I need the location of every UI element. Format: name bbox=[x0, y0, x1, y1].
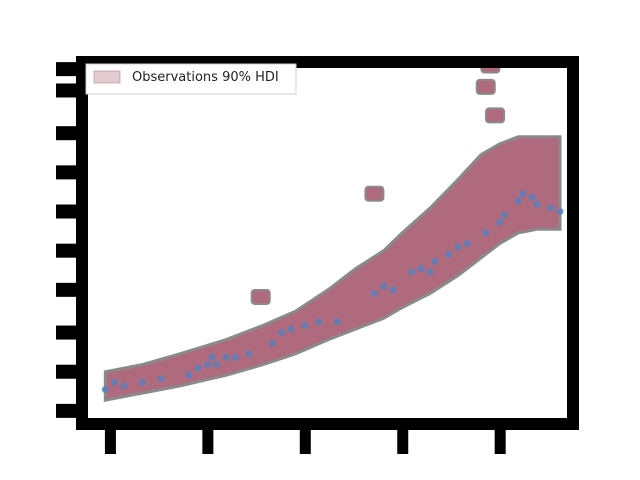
observed-point bbox=[389, 286, 397, 294]
observed-point bbox=[463, 240, 471, 248]
observed-point bbox=[278, 329, 286, 337]
observed-point bbox=[157, 375, 165, 383]
x-tick bbox=[494, 424, 506, 454]
observed-point bbox=[268, 339, 276, 347]
observed-point bbox=[245, 350, 253, 358]
y-tick bbox=[56, 126, 82, 141]
observed-point bbox=[203, 361, 211, 369]
observed-point bbox=[138, 378, 146, 386]
outlier-point bbox=[364, 185, 385, 202]
observed-point bbox=[101, 386, 109, 394]
axis-ticks-layer bbox=[56, 62, 506, 454]
observed-point bbox=[208, 353, 216, 361]
outlier-point bbox=[485, 107, 506, 124]
observed-point bbox=[482, 229, 490, 237]
observed-point bbox=[556, 208, 564, 216]
y-tick bbox=[56, 165, 82, 180]
observed-point bbox=[213, 361, 221, 369]
observed-point bbox=[445, 250, 453, 258]
observed-point bbox=[454, 243, 462, 251]
outlier-point bbox=[475, 78, 496, 95]
observed-point bbox=[496, 218, 504, 226]
observed-point bbox=[519, 190, 527, 198]
observed-point bbox=[185, 371, 193, 379]
y-tick bbox=[56, 325, 82, 340]
observed-point bbox=[431, 257, 439, 265]
y-tick bbox=[56, 403, 82, 418]
y-tick bbox=[56, 282, 82, 297]
observed-point bbox=[231, 353, 239, 361]
observed-point bbox=[533, 200, 541, 208]
legend-swatch bbox=[93, 70, 121, 84]
observed-point bbox=[120, 382, 128, 390]
observed-point bbox=[287, 325, 295, 333]
observed-point bbox=[301, 321, 309, 329]
observed-point bbox=[528, 193, 536, 201]
observed-point bbox=[408, 268, 416, 276]
observed-point bbox=[500, 211, 508, 219]
x-tick bbox=[299, 424, 311, 454]
observed-point bbox=[333, 318, 341, 326]
observed-point bbox=[370, 289, 378, 297]
y-tick bbox=[56, 243, 82, 258]
observed-point bbox=[380, 282, 388, 290]
outlier-point bbox=[250, 288, 271, 305]
y-tick bbox=[56, 204, 82, 219]
x-tick bbox=[397, 424, 409, 454]
y-tick bbox=[56, 62, 82, 77]
legend-box bbox=[85, 63, 297, 95]
observed-point bbox=[547, 204, 555, 212]
observed-point bbox=[426, 268, 434, 276]
observed-point bbox=[417, 264, 425, 272]
observed-point bbox=[514, 197, 522, 205]
observed-point bbox=[222, 353, 230, 361]
y-tick bbox=[56, 364, 82, 379]
observed-point bbox=[194, 364, 202, 372]
legend: Observations 90% HDI bbox=[85, 63, 297, 95]
observed-points-layer bbox=[101, 190, 564, 394]
y-tick bbox=[56, 83, 82, 98]
hdi-band-layer bbox=[103, 135, 562, 403]
x-tick bbox=[202, 424, 214, 454]
hdi-band bbox=[103, 135, 562, 403]
x-tick bbox=[104, 424, 116, 454]
legend-label: Observations 90% HDI bbox=[132, 70, 279, 85]
plot-frame bbox=[76, 56, 579, 430]
observed-point bbox=[111, 378, 119, 386]
observed-point bbox=[315, 318, 323, 326]
